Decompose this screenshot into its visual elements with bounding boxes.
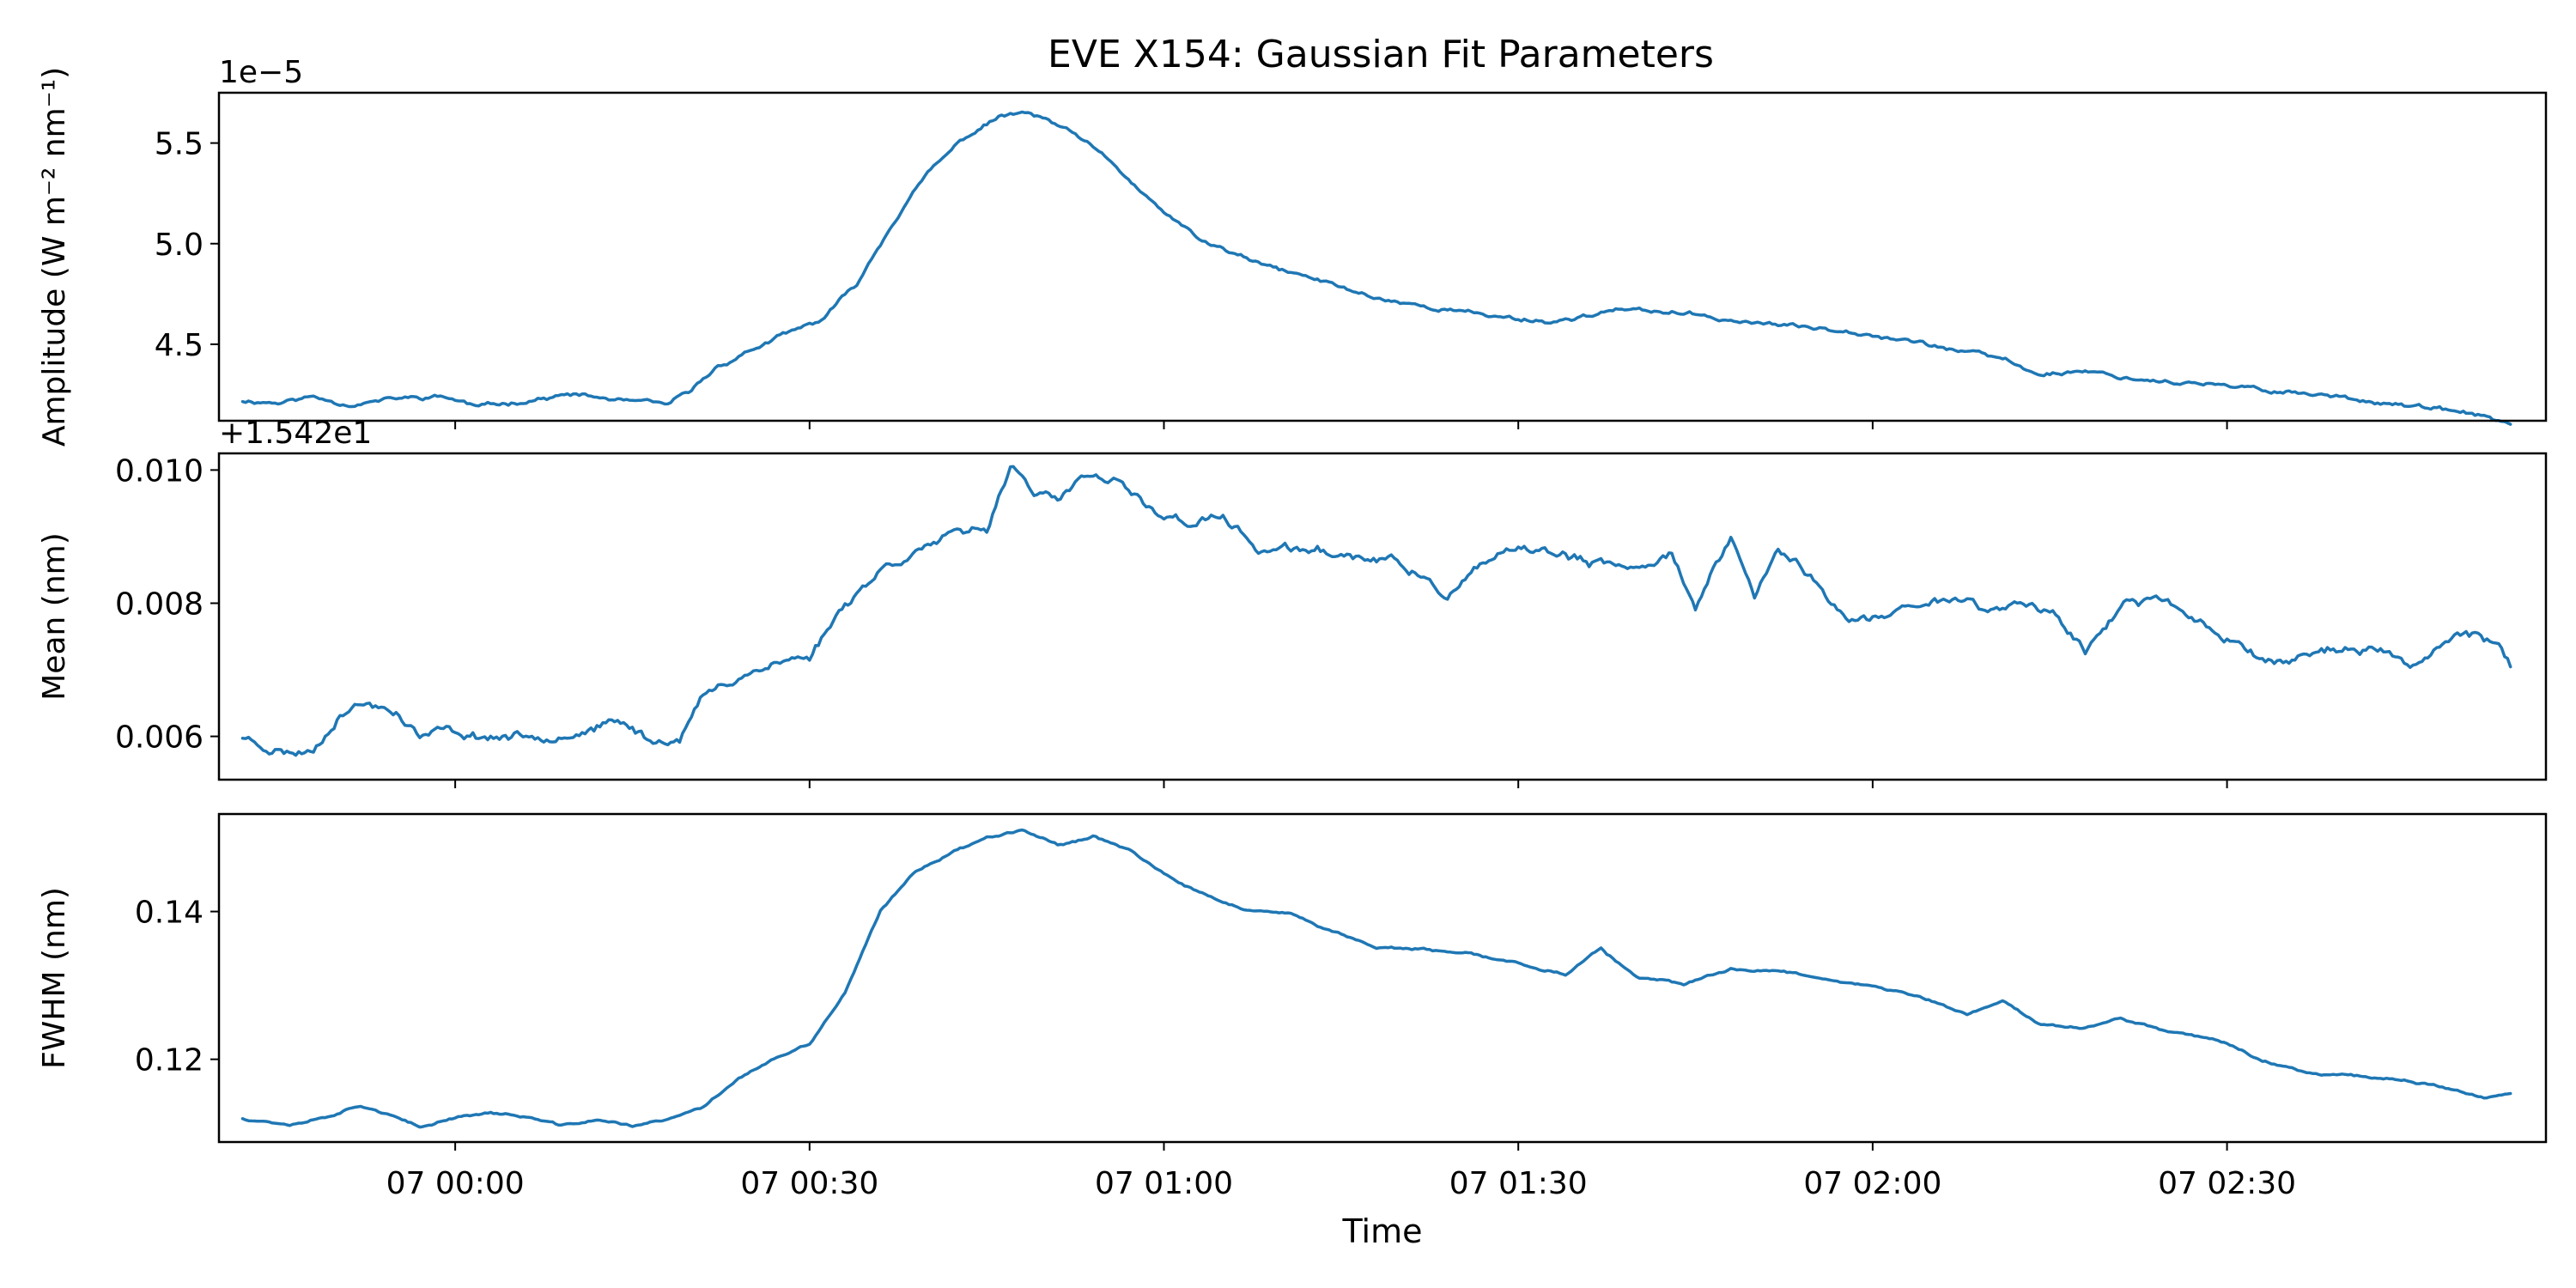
axis-offset-label: +1.542e1: [219, 416, 372, 451]
y-axis-label: FWHM (nm): [37, 887, 72, 1069]
subplot-2: 0.006 0.008 0.010 Mean (nm) +1.542e1: [37, 416, 2548, 788]
axes-frame: [217, 812, 2548, 1144]
y-axis-label: Mean (nm): [37, 532, 72, 701]
y-tick-label: 0.14: [135, 896, 204, 931]
y-tick-label: 0.12: [135, 1043, 204, 1078]
series-line: [240, 828, 2512, 1129]
x-axis-label: Time: [1342, 1212, 1423, 1250]
subplots: 4.5 5.0 5.5 Amplitude (W m⁻² nm⁻¹) 1e−5 0.006…: [37, 55, 2548, 1250]
y-tick-label: 0.006: [115, 720, 204, 756]
axes-frame: [217, 452, 2548, 781]
series-line: [240, 110, 2512, 426]
x-tick-label: 07 01:00: [1095, 1166, 1233, 1201]
x-tick-label: 07 00:30: [740, 1166, 878, 1201]
subplot-3: 0.12 0.14 07 00:00 07 00:30 07 01:00 07 01:30…: [37, 812, 2548, 1250]
y-tick-label: 4.5: [155, 328, 204, 363]
y-tick-label: 0.010: [115, 453, 204, 489]
y-axis-label: Amplitude (W m⁻² nm⁻¹): [37, 67, 72, 447]
y-tick-label: 5.0: [155, 228, 204, 263]
x-tick-label: 07 00:00: [386, 1166, 525, 1201]
chart-title: EVE X154: Gaussian Fit Parameters: [1048, 33, 1714, 76]
subplot-1: 4.5 5.0 5.5 Amplitude (W m⁻² nm⁻¹) 1e−5: [37, 55, 2548, 447]
x-tick-label: 07 02:30: [2158, 1166, 2296, 1201]
axis-offset-label: 1e−5: [219, 55, 303, 90]
x-tick-label: 07 02:00: [1803, 1166, 1941, 1201]
series-line: [240, 465, 2512, 757]
y-tick-label: 5.5: [155, 127, 204, 162]
y-tick-label: 0.008: [115, 586, 204, 622]
axes-frame: [217, 91, 2548, 422]
x-tick-label: 07 01:30: [1449, 1166, 1588, 1201]
